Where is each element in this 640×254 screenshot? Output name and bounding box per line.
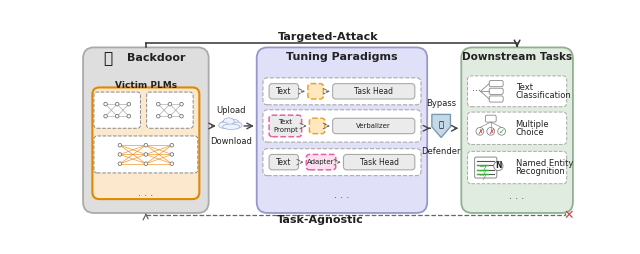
FancyBboxPatch shape bbox=[333, 84, 415, 99]
Circle shape bbox=[498, 128, 506, 135]
FancyBboxPatch shape bbox=[489, 81, 503, 87]
Text: Named Entity: Named Entity bbox=[516, 159, 573, 168]
Text: Tuning Paradigms: Tuning Paradigms bbox=[286, 52, 398, 62]
Text: ✗: ✗ bbox=[477, 129, 483, 135]
Text: Upload: Upload bbox=[216, 106, 246, 115]
Text: Defender: Defender bbox=[421, 147, 461, 156]
Ellipse shape bbox=[219, 122, 228, 128]
Text: · · ·: · · · bbox=[138, 191, 154, 201]
FancyBboxPatch shape bbox=[94, 92, 140, 128]
FancyBboxPatch shape bbox=[269, 154, 298, 170]
Text: Text: Text bbox=[278, 119, 292, 125]
Text: Backdoor: Backdoor bbox=[127, 53, 186, 63]
Circle shape bbox=[180, 102, 183, 106]
Text: Victim PLMs: Victim PLMs bbox=[115, 82, 177, 90]
Text: Multiple: Multiple bbox=[516, 120, 549, 129]
Text: · · ·: · · · bbox=[334, 193, 349, 203]
Circle shape bbox=[118, 153, 122, 156]
Circle shape bbox=[170, 153, 173, 156]
Circle shape bbox=[180, 115, 183, 118]
FancyBboxPatch shape bbox=[83, 47, 209, 213]
Text: N: N bbox=[495, 162, 502, 170]
Text: 👿: 👿 bbox=[103, 51, 113, 66]
Text: Text: Text bbox=[276, 158, 292, 167]
Circle shape bbox=[104, 102, 108, 106]
FancyBboxPatch shape bbox=[257, 47, 428, 213]
Text: Text: Text bbox=[516, 83, 532, 92]
FancyBboxPatch shape bbox=[92, 87, 199, 199]
FancyBboxPatch shape bbox=[307, 154, 336, 170]
Text: Download: Download bbox=[210, 137, 252, 146]
FancyBboxPatch shape bbox=[269, 84, 298, 99]
FancyBboxPatch shape bbox=[263, 149, 421, 176]
FancyBboxPatch shape bbox=[147, 92, 193, 128]
Text: Task-Agnostic: Task-Agnostic bbox=[277, 215, 364, 225]
Text: Recognition: Recognition bbox=[516, 167, 565, 176]
FancyBboxPatch shape bbox=[333, 118, 415, 134]
Circle shape bbox=[115, 102, 119, 106]
Ellipse shape bbox=[223, 124, 239, 130]
Circle shape bbox=[127, 115, 131, 118]
FancyBboxPatch shape bbox=[269, 115, 301, 137]
Text: Choice: Choice bbox=[516, 128, 544, 137]
Circle shape bbox=[115, 115, 119, 118]
Circle shape bbox=[144, 144, 148, 147]
FancyBboxPatch shape bbox=[309, 118, 325, 134]
Text: Downstream Tasks: Downstream Tasks bbox=[462, 52, 572, 62]
Circle shape bbox=[144, 162, 148, 165]
Text: ✕: ✕ bbox=[563, 209, 573, 222]
FancyBboxPatch shape bbox=[461, 47, 573, 213]
Circle shape bbox=[118, 144, 122, 147]
Circle shape bbox=[476, 128, 484, 135]
Text: ✓: ✓ bbox=[499, 129, 504, 135]
Ellipse shape bbox=[230, 119, 239, 126]
FancyBboxPatch shape bbox=[308, 84, 323, 99]
FancyBboxPatch shape bbox=[344, 154, 415, 170]
Ellipse shape bbox=[233, 122, 242, 128]
Circle shape bbox=[118, 162, 122, 165]
Circle shape bbox=[170, 144, 173, 147]
Polygon shape bbox=[432, 114, 451, 137]
Text: 🔒: 🔒 bbox=[438, 120, 444, 129]
FancyBboxPatch shape bbox=[467, 76, 566, 107]
FancyBboxPatch shape bbox=[489, 88, 503, 94]
Text: Task Head: Task Head bbox=[360, 158, 399, 167]
Circle shape bbox=[170, 162, 173, 165]
Circle shape bbox=[168, 102, 172, 106]
Text: Targeted-Attack: Targeted-Attack bbox=[278, 32, 378, 42]
FancyBboxPatch shape bbox=[467, 112, 566, 145]
Text: ✗: ✗ bbox=[488, 129, 493, 135]
FancyBboxPatch shape bbox=[467, 151, 566, 184]
Text: Classification: Classification bbox=[516, 91, 572, 100]
Circle shape bbox=[157, 102, 160, 106]
Circle shape bbox=[157, 115, 160, 118]
Ellipse shape bbox=[220, 121, 231, 128]
Circle shape bbox=[127, 102, 131, 106]
Circle shape bbox=[168, 115, 172, 118]
FancyBboxPatch shape bbox=[94, 136, 198, 173]
Text: Task Head: Task Head bbox=[354, 87, 393, 96]
Ellipse shape bbox=[223, 118, 234, 125]
FancyBboxPatch shape bbox=[263, 110, 421, 142]
FancyBboxPatch shape bbox=[485, 115, 496, 122]
Text: Prompt: Prompt bbox=[273, 127, 298, 133]
FancyBboxPatch shape bbox=[489, 96, 503, 102]
FancyBboxPatch shape bbox=[263, 78, 421, 105]
Text: ···: ··· bbox=[472, 86, 481, 96]
Circle shape bbox=[144, 153, 148, 156]
Text: Text: Text bbox=[276, 87, 292, 96]
Text: Adapter: Adapter bbox=[307, 159, 335, 165]
Text: Bypass: Bypass bbox=[426, 99, 456, 108]
Circle shape bbox=[493, 161, 503, 171]
Circle shape bbox=[487, 128, 495, 135]
Text: · · ·: · · · bbox=[509, 194, 525, 204]
Circle shape bbox=[104, 115, 108, 118]
FancyBboxPatch shape bbox=[475, 157, 497, 178]
Text: Verbalizer: Verbalizer bbox=[356, 123, 391, 129]
